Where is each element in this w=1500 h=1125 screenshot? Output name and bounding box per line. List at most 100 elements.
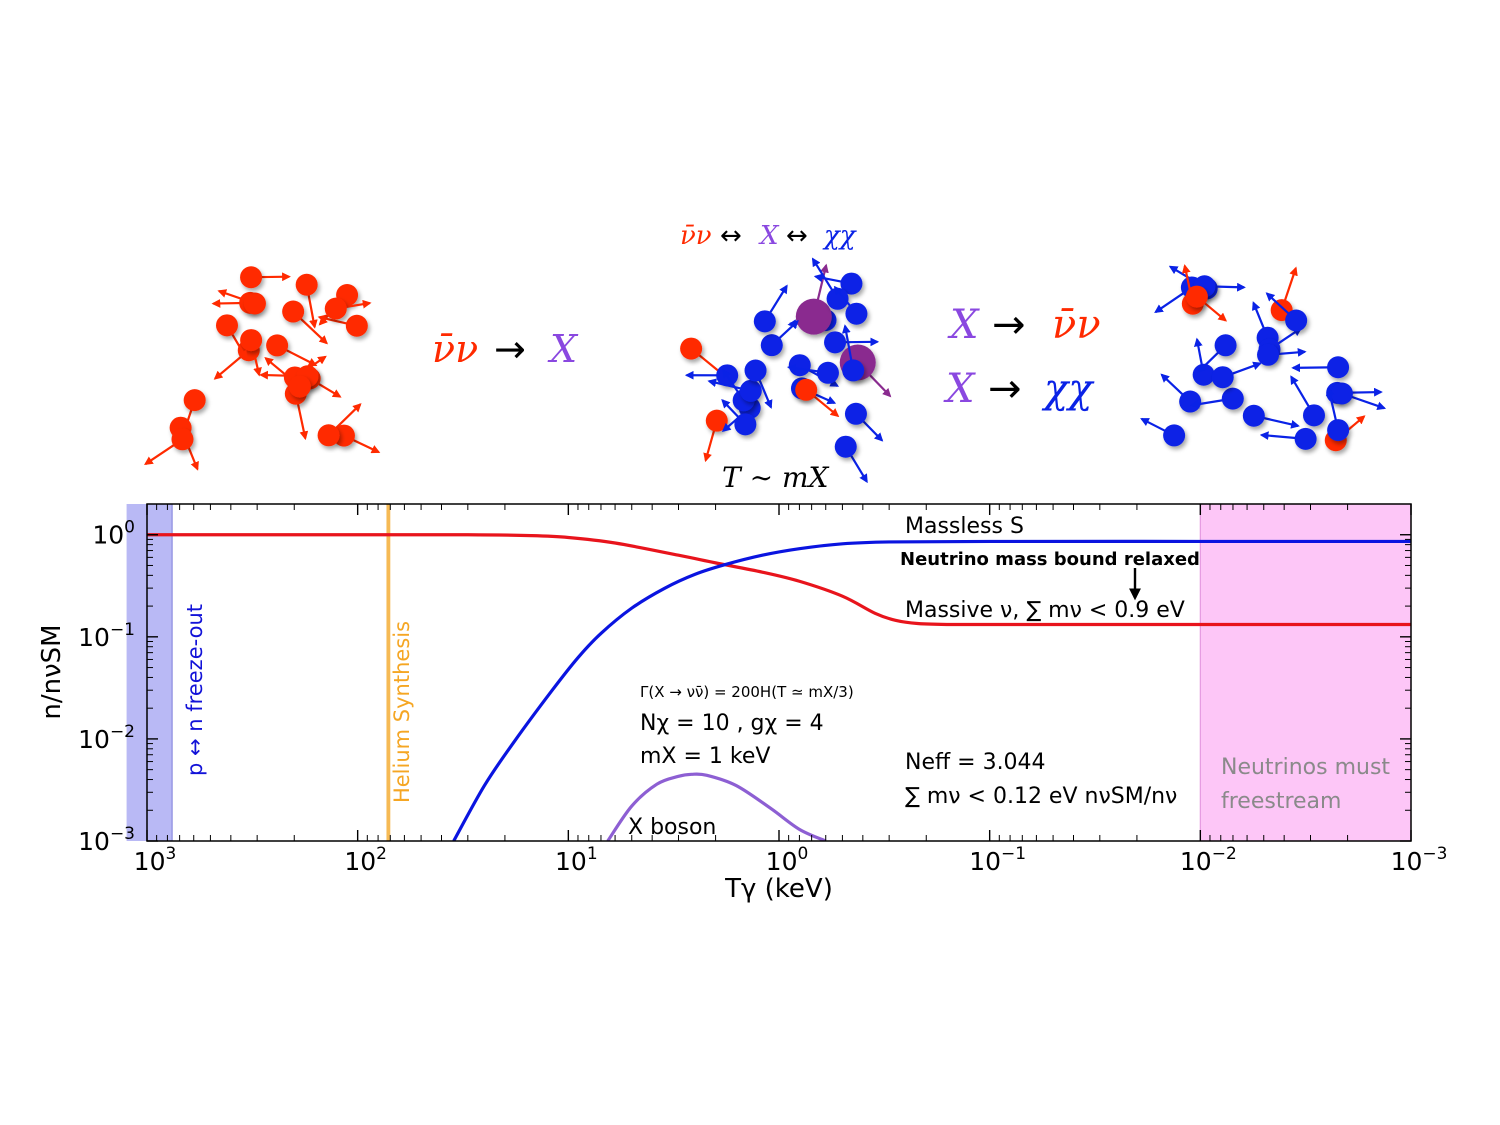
x-tick-label-1: 102 bbox=[344, 844, 387, 876]
particle bbox=[288, 375, 311, 398]
particle bbox=[1211, 366, 1234, 389]
label-bound-note: Neutrino mass bound relaxed bbox=[900, 549, 1200, 570]
series-line-1 bbox=[452, 539, 1411, 841]
band-0 bbox=[126, 504, 173, 841]
cluster-final bbox=[1140, 264, 1387, 452]
particle bbox=[282, 300, 305, 323]
process-1-arrow: → bbox=[494, 327, 526, 371]
series-line-0 bbox=[147, 533, 1411, 627]
process-3-rhs: ν̄ν bbox=[1052, 302, 1101, 348]
process-1-rhs: X bbox=[547, 327, 579, 371]
process-3: X → ν̄ν bbox=[947, 302, 1101, 348]
particle bbox=[753, 310, 776, 333]
y-tick-label-2: 10−2 bbox=[78, 722, 135, 754]
bands bbox=[126, 504, 1411, 841]
particle bbox=[1242, 404, 1265, 427]
x-tick-label-6: 10−3 bbox=[1391, 844, 1448, 876]
temperature-label: T ∼ mX bbox=[722, 461, 829, 494]
particle bbox=[266, 334, 289, 357]
y-tick-label-1: 10−1 bbox=[78, 620, 135, 652]
x-boson-particle bbox=[795, 298, 832, 335]
particle bbox=[1163, 424, 1186, 447]
band-2 bbox=[1200, 504, 1411, 841]
process-2-rhs: χχ bbox=[822, 221, 858, 251]
label-massive: Massive ν, ∑ mν < 0.9 eV bbox=[905, 598, 1185, 623]
chart: 103 102 101 100 10−1 10−2 10−310010−110−210−3 … bbox=[37, 503, 1448, 904]
particle bbox=[324, 297, 347, 320]
band-label-freestream-2: freestream bbox=[1221, 789, 1341, 814]
x-tick-label-3: 100 bbox=[766, 844, 809, 876]
process-2-lhs: ν̄ν bbox=[680, 221, 712, 251]
particle bbox=[844, 402, 867, 425]
process-1: ν̄ν → X bbox=[432, 327, 579, 371]
particle bbox=[1330, 382, 1353, 405]
process-4-arrow: → bbox=[988, 366, 1022, 412]
particle bbox=[840, 272, 863, 295]
particle bbox=[795, 378, 818, 401]
particle bbox=[240, 329, 263, 352]
cluster-neutrinos bbox=[144, 266, 381, 471]
particle bbox=[824, 331, 847, 354]
y-axis-label: n/nνSM bbox=[37, 624, 67, 719]
x-tick-label-0: 103 bbox=[134, 844, 177, 876]
label-sum-m: ∑ mν < 0.12 eV nνSM/nν bbox=[905, 784, 1177, 809]
label-neff: Neff = 3.044 bbox=[905, 750, 1046, 775]
particle bbox=[317, 424, 340, 447]
label-mx: mX = 1 keV bbox=[640, 744, 770, 769]
particle bbox=[1327, 419, 1350, 442]
band-label-freestream-1: Neutrinos must bbox=[1221, 755, 1390, 780]
label-nchi: Nχ = 10 , gχ = 4 bbox=[640, 711, 824, 736]
process-2-arrow-a: ↔ bbox=[720, 221, 742, 251]
particle bbox=[215, 314, 238, 337]
particle bbox=[1185, 285, 1208, 308]
particle bbox=[295, 273, 318, 296]
process-2-arrow-b: ↔ bbox=[786, 221, 808, 251]
particle bbox=[332, 424, 355, 447]
particle bbox=[826, 287, 849, 310]
particle bbox=[1285, 309, 1308, 332]
particle bbox=[760, 334, 783, 357]
ticks: 103 102 101 100 10−1 10−2 10−3 100 10−1 10−2 10−3 bbox=[78, 503, 1448, 876]
process-3-lhs: X bbox=[947, 302, 980, 348]
x-tick-label-4: 10−1 bbox=[969, 844, 1026, 876]
y-tick-label-0: 100 bbox=[92, 518, 135, 550]
particle bbox=[816, 361, 839, 384]
x-tick-label-2: 101 bbox=[555, 844, 598, 876]
label-massless: Massless S bbox=[905, 514, 1024, 539]
particle bbox=[1327, 356, 1350, 379]
process-2-mid: X bbox=[758, 221, 780, 251]
particle bbox=[1294, 427, 1317, 450]
series-line-2 bbox=[606, 772, 827, 841]
process-4-lhs: X bbox=[943, 366, 976, 412]
particle bbox=[1214, 334, 1237, 357]
x-axis-label: Tγ (keV) bbox=[724, 874, 833, 904]
particle bbox=[744, 359, 767, 382]
particle bbox=[842, 359, 865, 382]
particle bbox=[1179, 390, 1202, 413]
particle bbox=[240, 266, 263, 289]
particle bbox=[834, 435, 857, 458]
particle bbox=[345, 314, 368, 337]
x-tick-label-5: 10−2 bbox=[1180, 844, 1237, 876]
process-2: ν̄ν ↔ X ↔ χχ bbox=[680, 221, 858, 251]
process-3-arrow: → bbox=[992, 302, 1026, 348]
particle bbox=[788, 354, 811, 377]
label-gamma: Γ(X → νν̄) = 200H(T ≃ mX/3) bbox=[640, 683, 854, 701]
band-1 bbox=[386, 504, 391, 841]
particle-clusters bbox=[144, 257, 1387, 484]
labels: Tγ (keV) n/nνSM p ↔ n freeze-out Helium Syn… bbox=[37, 514, 1390, 904]
particle bbox=[680, 337, 703, 360]
particle bbox=[845, 302, 868, 325]
particle bbox=[183, 389, 206, 412]
particle bbox=[734, 413, 757, 436]
process-4: X → χχ bbox=[943, 366, 1095, 412]
label-xboson: X boson bbox=[628, 815, 716, 840]
process-1-lhs: ν̄ν bbox=[432, 327, 478, 371]
process-4-rhs: χχ bbox=[1041, 366, 1095, 412]
particle bbox=[1221, 387, 1244, 410]
particle bbox=[1257, 343, 1280, 366]
y-tick-label-3: 10−3 bbox=[78, 824, 135, 856]
cluster-equilibrium bbox=[680, 257, 892, 484]
particle bbox=[1302, 404, 1325, 427]
